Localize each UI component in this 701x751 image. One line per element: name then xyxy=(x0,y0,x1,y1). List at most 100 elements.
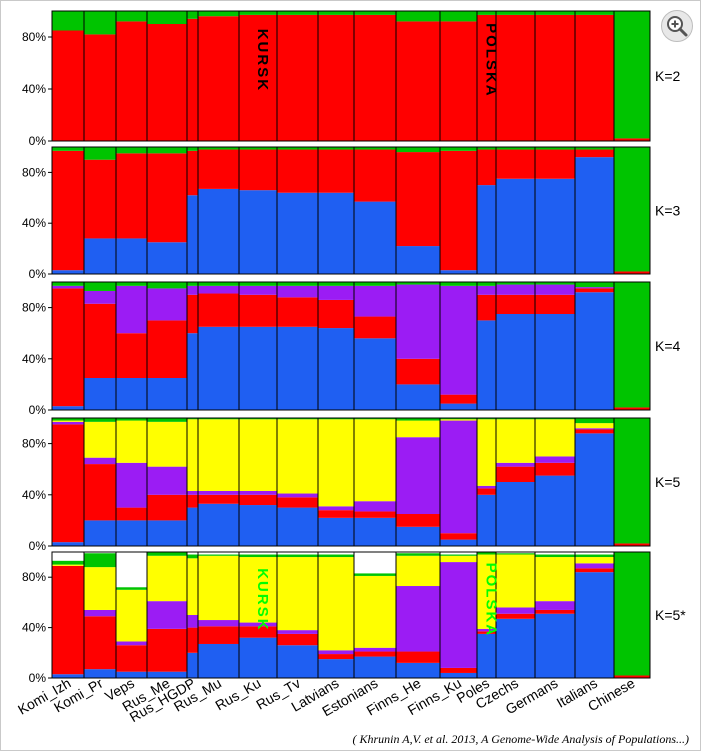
bar-segment xyxy=(496,466,535,482)
bar-segment xyxy=(84,303,116,378)
bar-segment xyxy=(354,419,396,502)
bar-segment xyxy=(614,552,650,676)
bar-segment xyxy=(116,420,147,463)
bar-segment xyxy=(575,292,614,410)
bar-segment xyxy=(277,630,318,634)
bar-segment xyxy=(198,503,239,546)
bar-segment xyxy=(187,554,198,559)
bar-segment xyxy=(147,147,187,154)
bar-segment xyxy=(277,282,318,286)
y-tick-label: 0% xyxy=(29,267,47,281)
bar-segment xyxy=(396,514,440,527)
bar-segment xyxy=(477,147,496,150)
bar-segment xyxy=(396,437,440,514)
bar-segment xyxy=(354,511,396,518)
bar-segment xyxy=(496,607,535,614)
bar-segment xyxy=(354,147,396,150)
bar-segment xyxy=(187,147,198,151)
bar-segment xyxy=(187,490,198,495)
population-annotation: POLSKA xyxy=(483,563,500,638)
panel-k-label: K=5* xyxy=(655,607,686,623)
bar-segment xyxy=(84,457,116,465)
bar-segment xyxy=(318,328,354,410)
bar-segment xyxy=(614,147,650,272)
bar-segment xyxy=(440,419,477,421)
bar-segment xyxy=(84,290,116,304)
bar-segment xyxy=(277,14,318,141)
bar-segment xyxy=(477,554,496,629)
bar-segment xyxy=(575,557,614,564)
bar-segment xyxy=(147,378,187,410)
bar-segment xyxy=(496,618,535,678)
bar-segment xyxy=(84,567,116,610)
bar-segment xyxy=(614,282,650,408)
bar-segment xyxy=(187,615,198,628)
bar-segment xyxy=(440,394,477,404)
bar-segment xyxy=(116,153,147,239)
bar-segment xyxy=(239,14,277,141)
bar-segment xyxy=(396,282,440,285)
bar-segment xyxy=(396,586,440,652)
bar-segment xyxy=(52,542,84,546)
bar-segment xyxy=(575,157,614,274)
bar-segment xyxy=(396,384,440,410)
bar-segment xyxy=(535,149,575,179)
bar-segment xyxy=(535,419,575,457)
bar-segment xyxy=(277,285,318,298)
bar-segment xyxy=(440,667,477,673)
bar-segment xyxy=(496,613,535,619)
bar-segment xyxy=(277,149,318,193)
bar-segment xyxy=(198,188,239,274)
bar-segment xyxy=(535,601,575,610)
bar-segment xyxy=(535,11,575,15)
y-tick-label: 40% xyxy=(22,621,46,635)
bar-segment xyxy=(147,418,187,422)
bar-segment xyxy=(318,654,354,660)
bar-segment xyxy=(440,418,477,420)
bar-segment xyxy=(198,326,239,410)
population-annotation: KURSK xyxy=(254,29,271,92)
zoom-in-button[interactable] xyxy=(661,10,693,42)
panel-border xyxy=(51,281,651,411)
bar-segment xyxy=(440,21,477,141)
bar-segment xyxy=(239,149,277,191)
bar-segment xyxy=(187,285,198,295)
bar-segment xyxy=(575,282,614,288)
bar-segment xyxy=(496,482,535,546)
bar-segment xyxy=(277,645,318,678)
bar-segment xyxy=(477,11,496,15)
bar-segment xyxy=(52,564,84,566)
bar-segment xyxy=(52,285,84,289)
bar-segment xyxy=(147,421,187,467)
bar-segment xyxy=(84,609,116,617)
bar-segment xyxy=(496,178,535,274)
bar-segment xyxy=(84,378,116,410)
bar-segment xyxy=(147,24,187,141)
bar-segment xyxy=(575,429,614,434)
bar-segment xyxy=(496,147,535,150)
bar-segment xyxy=(277,493,318,498)
bar-segment xyxy=(239,326,277,410)
bar-segment xyxy=(354,573,396,576)
bar-segment xyxy=(52,565,84,675)
bar-segment xyxy=(318,510,354,518)
bar-segment xyxy=(147,520,187,546)
bar-segment xyxy=(440,420,477,534)
bar-segment xyxy=(187,494,198,508)
bar-segment xyxy=(198,554,239,556)
bar-segment xyxy=(198,149,239,189)
bar-segment xyxy=(52,150,84,271)
bar-segment xyxy=(52,147,84,151)
bar-segment xyxy=(198,626,239,644)
bar-segment xyxy=(84,616,116,670)
bar-segment xyxy=(318,11,354,15)
bar-segment xyxy=(535,554,575,558)
bar-segment xyxy=(396,147,440,153)
y-tick-label: 0% xyxy=(29,671,47,685)
bar-segment xyxy=(116,587,147,590)
bar-segment xyxy=(239,418,277,420)
bar-segment xyxy=(535,557,575,602)
population-annotation: POLSKA xyxy=(483,23,500,98)
bar-segment xyxy=(84,520,116,546)
bar-segment xyxy=(496,462,535,467)
